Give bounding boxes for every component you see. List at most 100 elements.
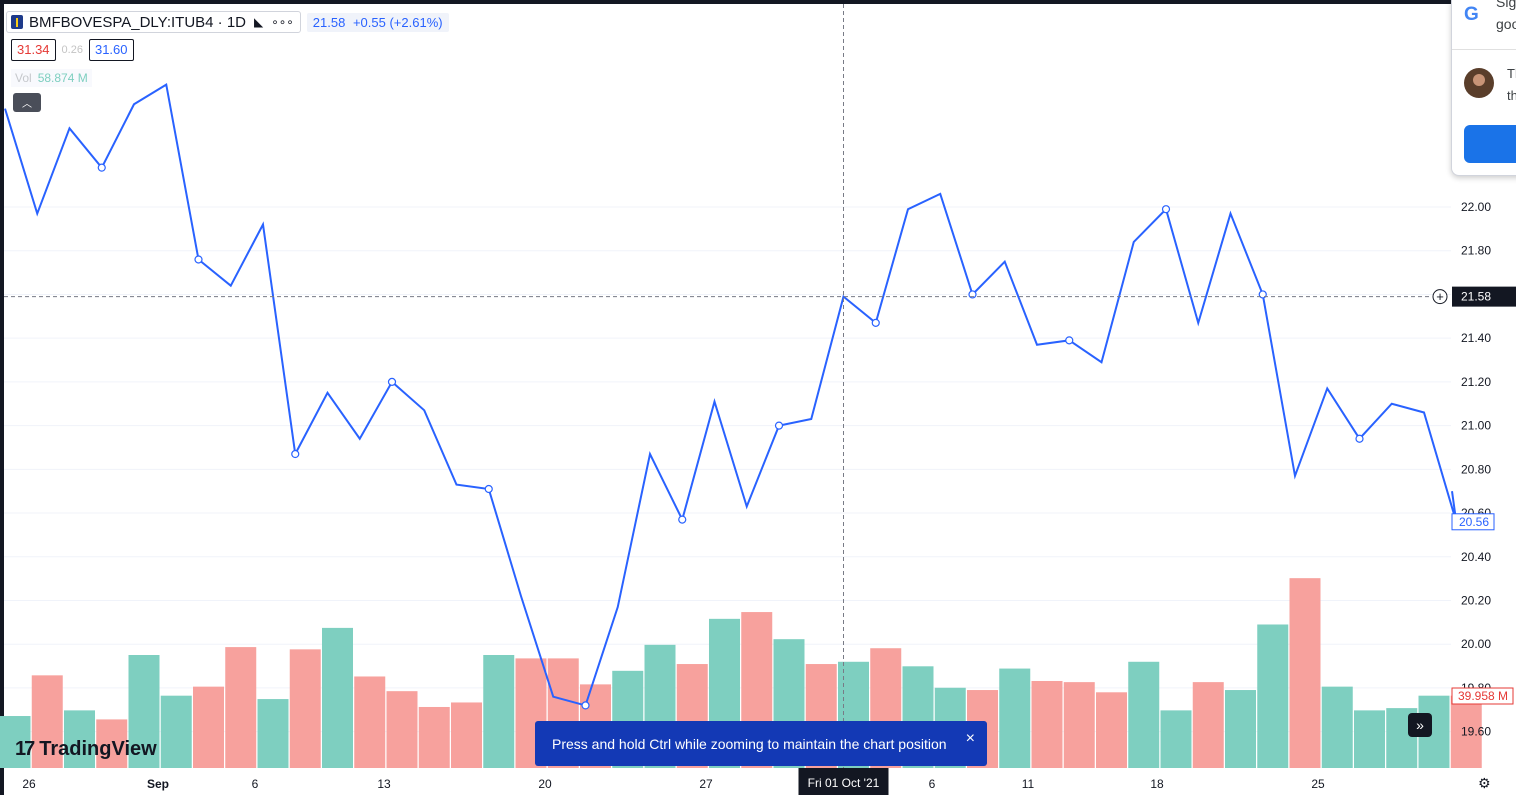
tradingview-logo-text: TradingView xyxy=(39,738,157,760)
volume-bar xyxy=(1128,661,1160,768)
volume-bar xyxy=(1160,710,1192,768)
time-tick-label: 6 xyxy=(252,777,259,791)
price-tick-label: 21.00 xyxy=(1461,419,1491,433)
price-point xyxy=(774,421,784,430)
ohlc-high: 31.60 xyxy=(88,39,134,61)
plus-icon: + xyxy=(1436,289,1444,304)
price-point xyxy=(871,318,880,327)
price-point xyxy=(484,484,493,494)
symbol-name: BMFBOVESPA_DLY:ITUB4 · 1D xyxy=(29,13,247,31)
volume-bar xyxy=(257,699,289,768)
volume-bar xyxy=(31,675,63,768)
volume-bar xyxy=(1257,624,1289,768)
more-icon[interactable]: ∘∘∘ xyxy=(271,15,294,29)
price-point xyxy=(194,255,203,264)
price-tick-label: 20.20 xyxy=(1461,593,1491,607)
price-series xyxy=(4,82,1461,710)
volume-bar xyxy=(160,695,192,768)
toast-message: Press and hold Ctrl while zooming to mai… xyxy=(552,735,947,752)
volume-bar xyxy=(128,655,160,768)
popup-continue-button[interactable] xyxy=(1464,125,1516,163)
volume-bar xyxy=(1321,686,1353,768)
top-bar xyxy=(0,0,1516,4)
volume-bar xyxy=(354,676,386,768)
legend-title-row: BMFBOVESPA_DLY:ITUB4 · 1D ◣ ∘∘∘ 21.58 +0… xyxy=(6,11,449,33)
price-axis[interactable]: 22.0021.8021.6021.4021.2021.0020.8020.60… xyxy=(1432,200,1516,739)
volume-bar xyxy=(289,649,321,768)
ohlc-spread: 0.26 xyxy=(61,44,83,56)
last-price-bg xyxy=(1451,513,1495,531)
google-signin-popup[interactable]: G Sig goo Th th xyxy=(1451,0,1516,176)
time-tick-label: 13 xyxy=(377,777,391,791)
close-icon[interactable]: × xyxy=(965,730,975,747)
zoom-hint-toast: Press and hold Ctrl while zooming to mai… xyxy=(535,721,987,766)
last-price-label: 20.56 xyxy=(1459,515,1489,529)
time-tick-label: 6 xyxy=(929,777,936,791)
price-tick-label: 19.60 xyxy=(1461,725,1491,739)
price-point xyxy=(581,701,590,710)
price-tick-label: 21.80 xyxy=(1461,244,1491,258)
price-tick-label: 20.00 xyxy=(1461,637,1491,651)
volume-bar xyxy=(1063,682,1095,768)
price-tick-label: 21.20 xyxy=(1461,375,1491,389)
price-point xyxy=(387,377,397,386)
volume-bar xyxy=(386,691,418,768)
legend-volume-row: Vol 58.874 M xyxy=(11,69,92,87)
add-level-icon xyxy=(1432,289,1448,305)
price-point xyxy=(1355,434,1364,443)
google-icon: G xyxy=(1464,4,1479,25)
popup-divider xyxy=(1452,49,1516,50)
time-axis[interactable]: 26 Sep 6 13 20 27 6 11 18 25 Fri 01 Oct '21 xyxy=(22,768,1325,795)
volume-label: Vol xyxy=(15,71,32,85)
crosshair-price-label: 21.58 xyxy=(1461,290,1491,304)
price-point xyxy=(678,515,687,524)
volume-bar xyxy=(1031,680,1063,768)
volume-bar xyxy=(193,686,224,768)
settings-icon[interactable]: ⚙ xyxy=(1478,775,1491,791)
tradingview-logo[interactable]: 17 TradingView xyxy=(15,738,157,761)
price-change-box: 21.58 +0.55 (+2.61%) xyxy=(306,12,449,32)
volume-bar xyxy=(64,710,95,768)
crosshair-price-bg xyxy=(1452,286,1516,307)
time-tick-label: 25 xyxy=(1311,777,1325,791)
volume-bar xyxy=(418,706,450,768)
volume-bar xyxy=(1289,578,1321,768)
time-tick-label: 27 xyxy=(699,777,713,791)
time-tick-label: Sep xyxy=(147,777,169,791)
volume-axis-label: 39.958 M xyxy=(1458,689,1508,703)
popup-account-line1: Th xyxy=(1507,66,1516,81)
symbol-box[interactable]: BMFBOVESPA_DLY:ITUB4 · 1D ◣ ∘∘∘ xyxy=(6,11,301,33)
volume-bar xyxy=(1192,682,1224,768)
price-line xyxy=(4,82,1458,707)
price-point xyxy=(1065,336,1074,345)
price-point xyxy=(291,449,300,459)
scroll-to-realtime-button[interactable]: » xyxy=(1408,713,1432,737)
volume-bar xyxy=(1225,690,1256,768)
time-tick-label: 20 xyxy=(538,777,552,791)
price-point xyxy=(97,163,106,172)
collapse-legend-button[interactable]: ︿ xyxy=(13,93,41,112)
volume-bar xyxy=(322,627,353,768)
avatar xyxy=(1464,68,1494,98)
flag-icon[interactable]: ◣ xyxy=(254,15,264,29)
price-tick-label: 21.40 xyxy=(1461,331,1491,345)
volume-bar xyxy=(451,702,482,768)
volume-bar xyxy=(0,716,31,768)
volume-bar xyxy=(225,647,257,768)
volume-value: 58.874 M xyxy=(37,71,88,85)
volume-bar xyxy=(1354,710,1385,768)
popup-account-line2: th xyxy=(1507,88,1516,103)
time-tick-label: 26 xyxy=(22,777,36,791)
tradingview-logo-icon: 17 xyxy=(15,738,35,760)
volume-bar xyxy=(999,668,1031,768)
crosshair-time-bg xyxy=(798,768,889,795)
volume-value-bg xyxy=(1451,687,1514,705)
volume-bar xyxy=(1096,692,1127,768)
double-chevron-right-icon: » xyxy=(1416,717,1424,733)
exchange-flag-icon xyxy=(11,15,23,29)
last-price: 21.58 xyxy=(312,14,346,30)
left-border xyxy=(0,4,4,795)
price-tick-label: 22.00 xyxy=(1461,200,1491,214)
price-change: +0.55 (+2.61%) xyxy=(352,14,443,30)
